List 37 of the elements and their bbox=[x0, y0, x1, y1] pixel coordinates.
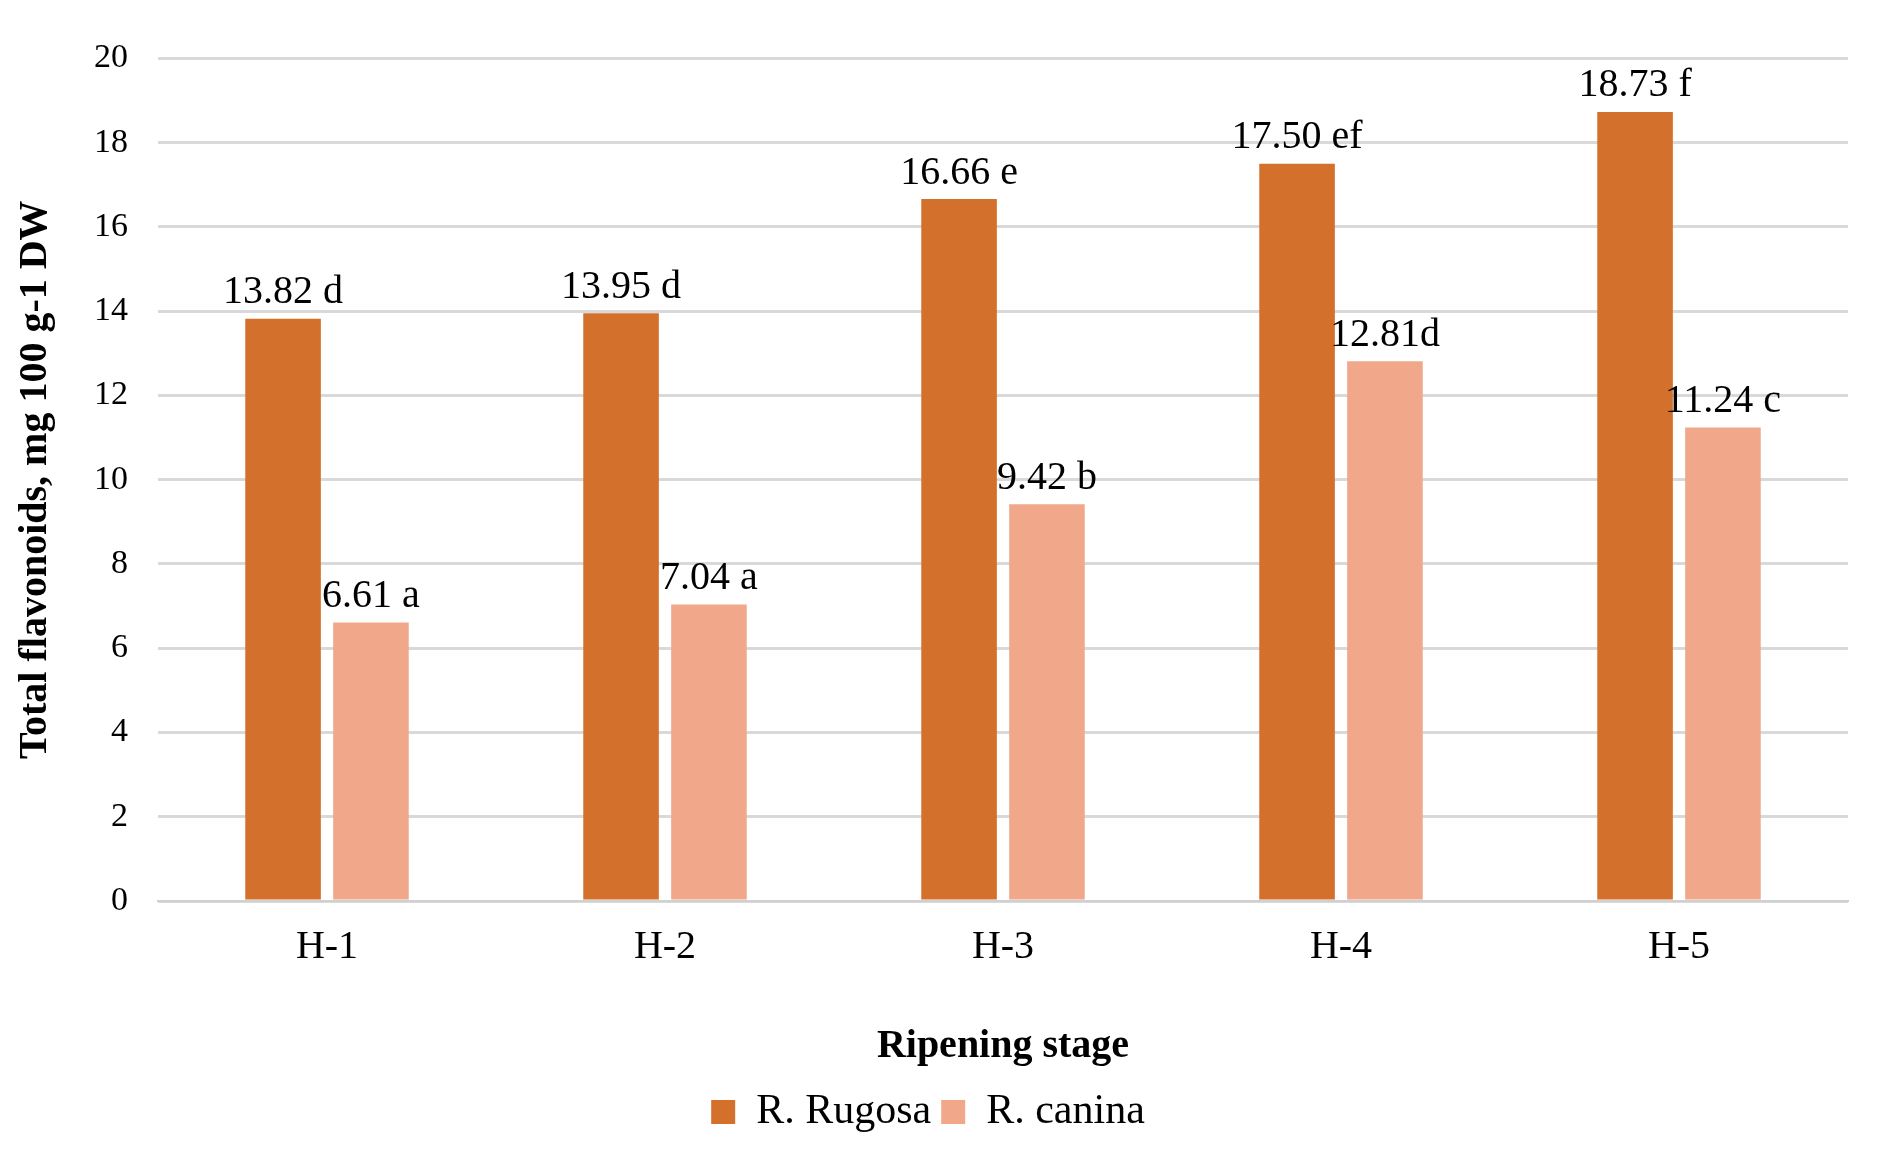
data-label: 13.95 d bbox=[561, 261, 682, 307]
bar bbox=[1685, 427, 1761, 900]
bar bbox=[583, 313, 659, 900]
x-tick-label: H-4 bbox=[1309, 921, 1373, 967]
x-tick-label: H-2 bbox=[633, 921, 697, 967]
y-tick-label: 12 bbox=[94, 374, 128, 412]
y-tick-label: 2 bbox=[111, 795, 128, 833]
bar bbox=[333, 622, 409, 900]
bar bbox=[1259, 163, 1335, 900]
data-label: 6.61 a bbox=[322, 571, 421, 617]
x-tick-label: H-5 bbox=[1647, 921, 1711, 967]
legend-label: R. Rugosa bbox=[756, 1086, 932, 1133]
legend-label: R. canina bbox=[986, 1086, 1146, 1133]
data-label: 9.42 b bbox=[996, 452, 1097, 498]
x-axis-title: Ripening stage bbox=[876, 1021, 1130, 1067]
data-label: 17.50 ef bbox=[1231, 112, 1364, 158]
x-tick-label: H-3 bbox=[971, 921, 1035, 967]
y-axis-title: Total flavonoids, mg 100 g-1 DW bbox=[10, 200, 56, 759]
data-label: 18.73 f bbox=[1578, 60, 1693, 106]
y-tick-label: 16 bbox=[94, 205, 128, 243]
y-tick-label: 14 bbox=[94, 290, 128, 328]
y-tick-label: 0 bbox=[111, 879, 128, 917]
bar bbox=[1347, 361, 1423, 900]
y-tick-label: 8 bbox=[111, 542, 128, 580]
bar bbox=[245, 318, 321, 900]
y-tick-label: 18 bbox=[94, 121, 128, 159]
bar bbox=[1009, 504, 1085, 900]
bar bbox=[671, 604, 747, 900]
y-tick-label: 6 bbox=[111, 627, 128, 665]
data-label: 7.04 a bbox=[660, 552, 759, 598]
y-tick-label: 10 bbox=[94, 458, 128, 496]
y-tick-label: 4 bbox=[111, 711, 128, 749]
bar bbox=[921, 199, 997, 900]
data-label: 16.66 e bbox=[900, 147, 1018, 193]
y-tick-label: 20 bbox=[94, 37, 128, 75]
data-label: 13.82 d bbox=[223, 267, 344, 313]
x-tick-label: H-1 bbox=[295, 921, 359, 967]
